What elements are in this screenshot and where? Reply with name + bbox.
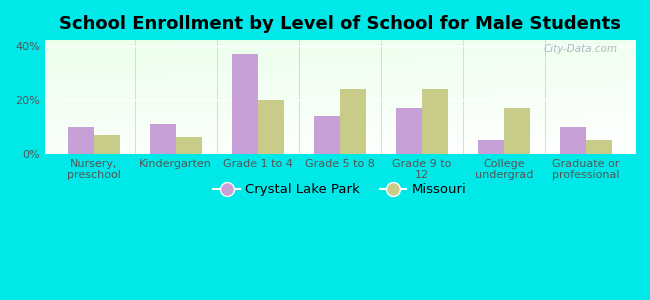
Bar bbox=[396, 108, 422, 154]
Bar bbox=[258, 100, 284, 154]
Bar bbox=[150, 124, 176, 154]
Bar bbox=[560, 127, 586, 154]
Text: City-Data.com: City-Data.com bbox=[543, 44, 618, 53]
Title: School Enrollment by Level of School for Male Students: School Enrollment by Level of School for… bbox=[59, 15, 621, 33]
Bar bbox=[231, 54, 258, 154]
Bar bbox=[478, 140, 504, 154]
Bar bbox=[422, 89, 448, 154]
Bar bbox=[504, 108, 530, 154]
Bar bbox=[176, 137, 202, 154]
Bar bbox=[340, 89, 366, 154]
Bar bbox=[313, 116, 340, 154]
Bar bbox=[586, 140, 612, 154]
Bar bbox=[68, 127, 94, 154]
Legend: Crystal Lake Park, Missouri: Crystal Lake Park, Missouri bbox=[208, 178, 471, 202]
Bar bbox=[94, 135, 120, 154]
